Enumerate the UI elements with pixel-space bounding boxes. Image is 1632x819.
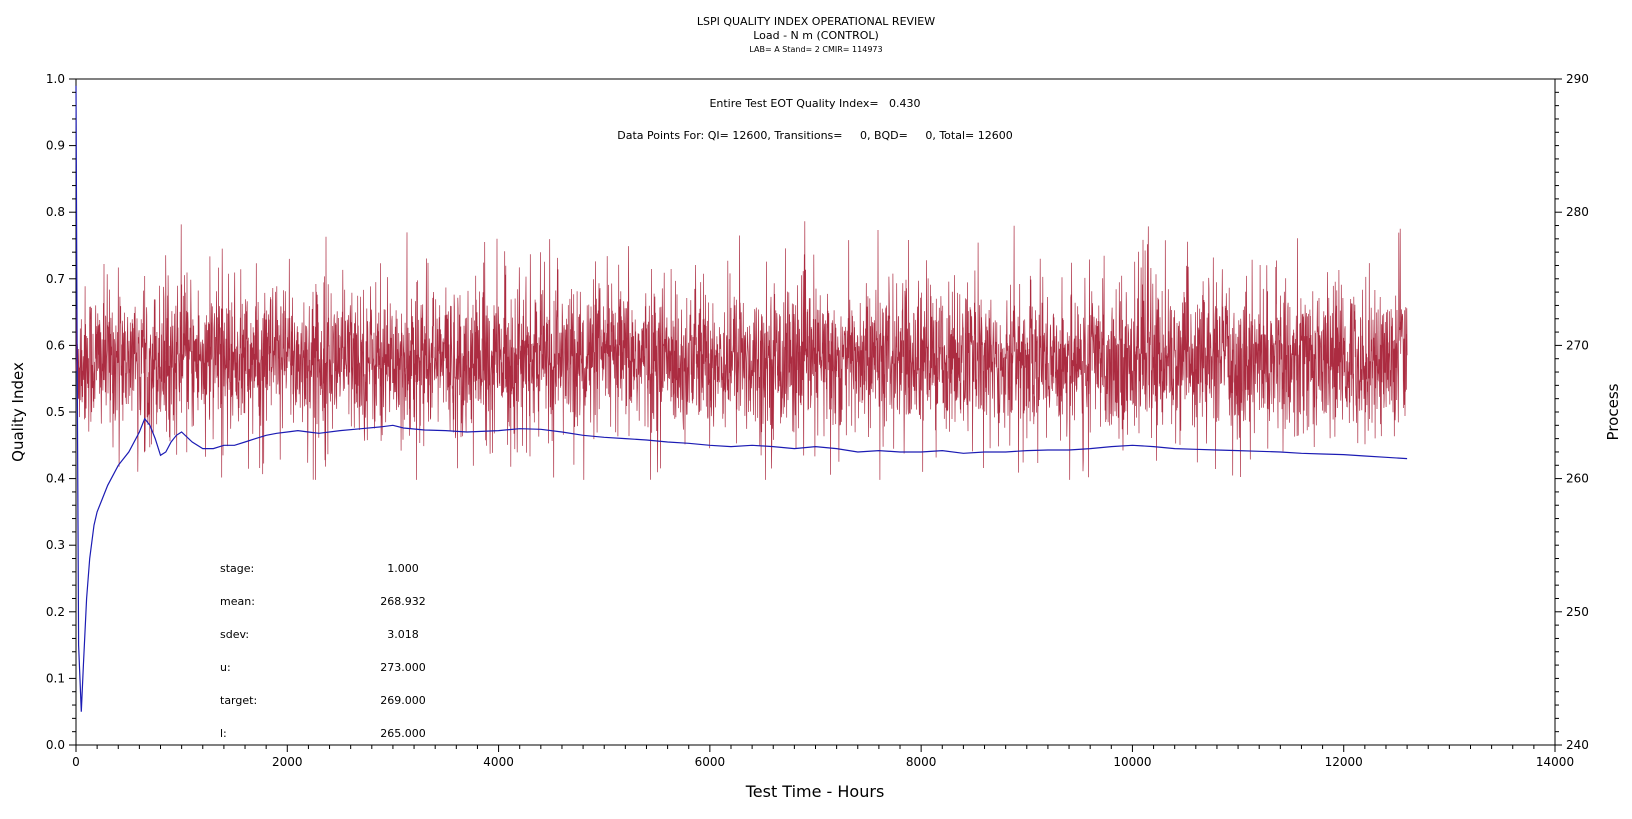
x-tick-label: 0 — [72, 755, 80, 769]
process-trace — [75, 221, 1408, 480]
chart-title: LSPI QUALITY INDEX OPERATIONAL REVIEW — [697, 15, 935, 28]
data-points-annotation: Data Points For: QI= 12600, Transitions=… — [617, 129, 1012, 142]
x-tick-label: 10000 — [1113, 755, 1151, 769]
y-left-tick-label: 0.7 — [46, 272, 65, 286]
y-left-tick-label: 0.5 — [46, 405, 65, 419]
y-right-tick-label: 240 — [1566, 738, 1589, 752]
x-tick-label: 4000 — [483, 755, 514, 769]
y-left-tick-label: 0.3 — [46, 538, 65, 552]
chart-subsubtitle: LAB= A Stand= 2 CMIR= 114973 — [749, 45, 882, 54]
x-tick-label: 8000 — [906, 755, 937, 769]
x-tick-label: 6000 — [695, 755, 726, 769]
stat-value: 269.000 — [380, 694, 426, 707]
y-right-tick-label: 270 — [1566, 338, 1589, 352]
chart-subtitle: Load - N m (CONTROL) — [753, 29, 879, 42]
stat-label: u: — [220, 661, 231, 674]
x-tick-label: 12000 — [1325, 755, 1363, 769]
y-left-tick-label: 1.0 — [46, 72, 65, 86]
stat-value: 265.000 — [380, 727, 426, 740]
y-left-tick-label: 0.8 — [46, 205, 65, 219]
x-tick-label: 14000 — [1536, 755, 1574, 769]
y-left-tick-label: 0.4 — [46, 472, 65, 486]
stat-label: sdev: — [220, 628, 249, 641]
stat-label: mean: — [220, 595, 255, 608]
stat-label: l: — [220, 727, 227, 740]
y-left-tick-label: 0.6 — [46, 338, 65, 352]
stat-value: 3.018 — [387, 628, 419, 641]
stat-value: 268.932 — [380, 595, 426, 608]
stat-value: 1.000 — [387, 562, 419, 575]
x-axis-ticks: 0 2000 4000 6000 8000 10000 12000 14000 — [72, 745, 1574, 769]
process-series — [75, 221, 1408, 480]
y-left-axis-ticks: 0.0 0.1 0.2 0.3 0.4 0.5 0.6 0.7 0.8 0.9 1.0 — [46, 72, 76, 752]
y-left-tick-label: 0.9 — [46, 139, 65, 153]
stats-block: stage: 1.000 mean: 268.932 sdev: 3.018 u… — [220, 562, 426, 740]
x-axis-label: Test Time - Hours — [745, 782, 885, 801]
y-right-tick-label: 260 — [1566, 472, 1589, 486]
stat-label: stage: — [220, 562, 254, 575]
quality-index-line — [75, 85, 1408, 712]
y-right-axis-label: Process — [1604, 383, 1622, 440]
y-right-tick-label: 290 — [1566, 72, 1589, 86]
y-left-tick-label: 0.1 — [46, 671, 65, 685]
y-left-tick-label: 0.2 — [46, 605, 65, 619]
y-right-tick-label: 280 — [1566, 205, 1589, 219]
x-tick-label: 2000 — [272, 755, 303, 769]
eot-quality-index-annotation: Entire Test EOT Quality Index= 0.430 — [709, 97, 920, 110]
y-left-tick-label: 0.0 — [46, 738, 65, 752]
stat-label: target: — [220, 694, 257, 707]
y-right-tick-label: 250 — [1566, 605, 1589, 619]
y-right-axis-ticks: 240 250 260 270 280 290 — [1555, 72, 1589, 752]
y-left-axis-label: Quality Index — [9, 362, 27, 462]
stat-value: 273.000 — [380, 661, 426, 674]
